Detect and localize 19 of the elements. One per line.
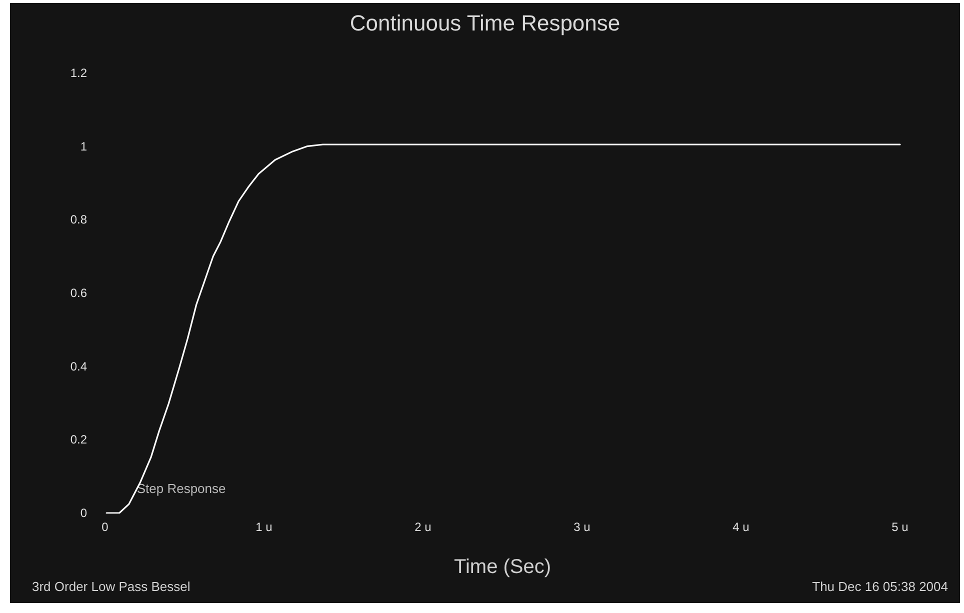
line-series [106,144,901,514]
x-axis-title: Time (Sec) [454,556,552,578]
x-tick-label: 4 u [732,520,750,534]
x-tick-label: 3 u [574,520,590,534]
x-tick-label: 2 u [414,520,432,534]
y-tick-label: 0.8 [70,212,88,227]
x-tick-label: 0 [102,520,109,534]
x-tick-label: 5 u [892,520,908,534]
text: Thu Dec 16 05:38 2004 [812,579,948,594]
y-tick-label: 0.2 [70,432,88,447]
text: 3rd Order Low Pass Bessel [32,579,190,594]
y-tick-label: 0 [80,506,88,520]
y-tick-label: 1 [80,139,88,154]
chart-title: Continuous Time Response [350,10,620,36]
x-tick-label: 1 u [256,520,272,534]
y-tick-label: 0.6 [70,286,88,300]
annotation: Step Response [136,481,226,496]
y-tick-label: 1.2 [70,66,88,80]
y-tick-label: 0.4 [70,359,88,374]
